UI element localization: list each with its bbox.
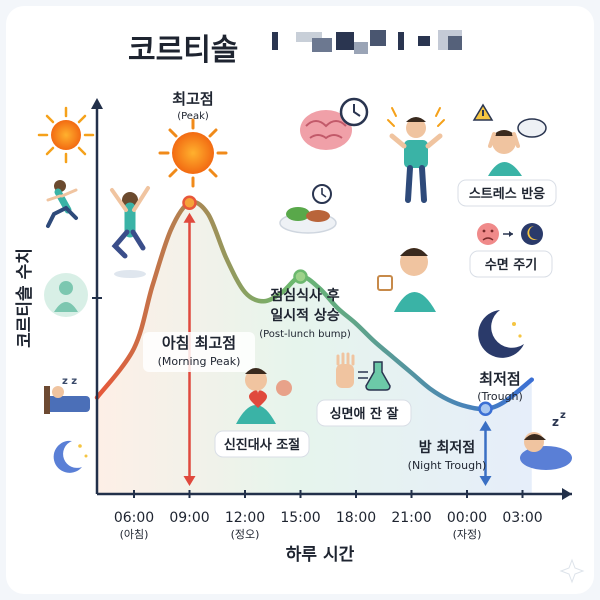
metabolism-pill-text: 신진대사 조절 bbox=[224, 437, 300, 453]
x-tick-label: 09:00 bbox=[169, 510, 209, 526]
metabolism-person-icon bbox=[236, 368, 292, 424]
chart-title: 코르티솔 bbox=[128, 33, 238, 68]
night-trough-arrow-top bbox=[479, 420, 492, 431]
x-tick-label: 21:00 bbox=[391, 510, 431, 526]
curve-area-fill bbox=[97, 201, 532, 494]
hand-flask-icon bbox=[336, 352, 391, 391]
person-silhouette-icon bbox=[44, 273, 88, 317]
svg-text:z z: z z bbox=[62, 376, 77, 387]
heart-pill-text: 싱면애 잔 잘 bbox=[330, 406, 399, 422]
morning-peak-arrow-top bbox=[183, 212, 196, 223]
sleeping-person-icon: z z bbox=[520, 410, 572, 470]
svg-text:z: z bbox=[552, 415, 559, 429]
bump-sublabel: (Post-lunch bump) bbox=[259, 329, 351, 340]
peak-marker bbox=[182, 195, 197, 210]
stress-pill-text: 스트레스 반응 bbox=[469, 186, 545, 202]
heart-pill: 싱면애 잔 잘 bbox=[316, 399, 412, 427]
sparkle-icon bbox=[559, 558, 585, 584]
x-tick-sublabel: (정오) bbox=[231, 528, 260, 541]
x-tick-label: 03:00 bbox=[502, 510, 542, 526]
sleep-cycle-icon bbox=[477, 223, 543, 245]
cortisol-curve bbox=[94, 199, 534, 412]
stress-pill: 스트레스 반응 bbox=[457, 179, 557, 207]
running-person-icon bbox=[46, 180, 78, 228]
bump-label-line2: 일시적 상승 bbox=[270, 307, 339, 324]
svg-text:z: z bbox=[560, 410, 566, 421]
tense-person-icon bbox=[387, 107, 445, 203]
y-axis-label: 코르티솔 수치 bbox=[15, 248, 35, 348]
night-trough-label: 밤 최저점 bbox=[419, 439, 475, 456]
morning-peak-sublabel: (Morning Peak) bbox=[158, 355, 241, 368]
trough-sublabel: (Trough) bbox=[477, 390, 523, 403]
x-tick-group: 06:00 (아침) 09:00 12:00 (정오) 15:00 18:00 21:00 00… bbox=[114, 490, 543, 541]
point-marker-group bbox=[182, 195, 493, 417]
moon-stars-icon bbox=[53, 440, 88, 473]
night-trough-arrow-bottom bbox=[479, 476, 492, 486]
sleeping-in-bed-icon: z z bbox=[44, 376, 90, 414]
peak-label: 최고점 bbox=[172, 90, 213, 108]
x-tick-label: 12:00 bbox=[225, 510, 265, 526]
x-tick-label: 15:00 bbox=[280, 510, 320, 526]
x-tick-label: 00:00 bbox=[447, 510, 487, 526]
title-pixel-block bbox=[272, 30, 462, 54]
x-tick-sublabel: (아침) bbox=[120, 528, 149, 541]
morning-peak-label: 아침 최고점 bbox=[162, 334, 236, 352]
x-axis-arrowhead bbox=[562, 488, 572, 500]
trough-marker bbox=[478, 401, 493, 417]
peak-sublabel: (Peak) bbox=[177, 111, 209, 122]
metabolism-pill: 신진대사 조절 bbox=[214, 430, 310, 458]
lunch-plate-icon bbox=[279, 184, 337, 234]
sleep-cycle-pill-text: 수면 주기 bbox=[485, 257, 537, 273]
morning-peak-arrow-bottom bbox=[183, 476, 196, 486]
sleep-cycle-pill: 수면 주기 bbox=[469, 250, 553, 278]
morning-peak-label-bg bbox=[143, 332, 255, 372]
sun-small-icon bbox=[37, 106, 95, 164]
bump-marker bbox=[293, 269, 308, 284]
x-tick-sublabel: (자정) bbox=[453, 528, 482, 541]
brain-clock-icon bbox=[300, 97, 369, 150]
bump-label-line1: 점심식사 후 bbox=[270, 287, 339, 304]
stressed-person-icon bbox=[472, 103, 547, 176]
trough-moon-icon bbox=[478, 310, 524, 358]
x-axis-label: 하루 시간 bbox=[286, 545, 355, 565]
y-axis-arrowhead bbox=[91, 98, 103, 109]
x-tick-label: 06:00 bbox=[114, 510, 154, 526]
night-trough-sublabel: (Night Trough) bbox=[408, 459, 487, 472]
jumping-person-icon bbox=[110, 186, 150, 278]
trough-label: 최저점 bbox=[479, 370, 520, 388]
peak-sun-icon bbox=[158, 118, 228, 188]
x-tick-label: 18:00 bbox=[336, 510, 376, 526]
person-with-coffee-icon bbox=[377, 248, 436, 312]
